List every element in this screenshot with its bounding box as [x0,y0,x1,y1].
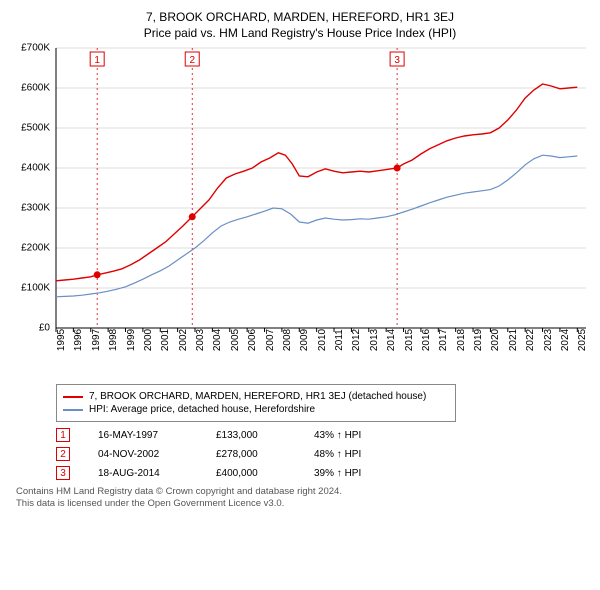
x-tick-label: 2024 [560,329,571,351]
sale-marker-icon: 1 [56,428,70,442]
footnote-line: This data is licensed under the Open Gov… [16,498,592,510]
x-tick-label: 2017 [438,329,449,351]
legend-label: HPI: Average price, detached house, Here… [89,404,315,415]
svg-text:3: 3 [394,55,400,66]
x-tick-label: 2020 [490,329,501,351]
x-tick-label: 1998 [108,329,119,351]
legend-swatch [63,396,83,398]
x-tick-label: 2014 [386,329,397,351]
y-tick-label: £200K [0,243,50,254]
y-tick-label: £300K [0,203,50,214]
x-tick-label: 2009 [299,329,310,351]
x-tick-label: 2013 [369,329,380,351]
page-title: 7, BROOK ORCHARD, MARDEN, HEREFORD, HR1 … [8,10,592,24]
svg-text:2: 2 [189,55,195,66]
sale-pct: 43% ↑ HPI [314,430,394,441]
x-tick-label: 2004 [212,329,223,351]
x-tick-label: 2008 [282,329,293,351]
x-tick-label: 2003 [195,329,206,351]
x-tick-label: 1999 [126,329,137,351]
chart-svg: 1 2 3 [56,48,586,328]
y-tick-label: £500K [0,123,50,134]
sale-date: 18-AUG-2014 [98,468,188,479]
x-tick-label: 1995 [56,329,67,351]
y-tick-label: £600K [0,83,50,94]
sale-pct: 48% ↑ HPI [314,449,394,460]
x-tick-label: 2016 [421,329,432,351]
x-tick-label: 2021 [508,329,519,351]
legend-row: 7, BROOK ORCHARD, MARDEN, HEREFORD, HR1 … [63,391,449,402]
x-tick-label: 2001 [160,329,171,351]
x-tick-label: 2010 [317,329,328,351]
x-tick-label: 2005 [230,329,241,351]
x-tick-label: 2012 [351,329,362,351]
legend-swatch [63,409,83,411]
x-tick-label: 1996 [73,329,84,351]
sale-marker-icon: 3 [56,466,70,480]
table-row: 3 18-AUG-2014 £400,000 39% ↑ HPI [56,466,592,480]
x-tick-label: 2019 [473,329,484,351]
x-tick-label: 2025 [577,329,588,351]
sales-table: 1 16-MAY-1997 £133,000 43% ↑ HPI 2 04-NO… [56,428,592,480]
page-subtitle: Price paid vs. HM Land Registry's House … [8,26,592,40]
y-tick-label: £400K [0,163,50,174]
legend-label: 7, BROOK ORCHARD, MARDEN, HEREFORD, HR1 … [89,391,426,402]
x-tick-label: 2015 [404,329,415,351]
y-tick-label: £700K [0,43,50,54]
sale-marker-icon: 2 [56,447,70,461]
sale-date: 16-MAY-1997 [98,430,188,441]
sale-price: £278,000 [216,449,286,460]
footnote-line: Contains HM Land Registry data © Crown c… [16,486,592,498]
y-tick-label: £0 [0,323,50,334]
x-tick-label: 2002 [178,329,189,351]
x-tick-label: 2023 [543,329,554,351]
sale-pct: 39% ↑ HPI [314,468,394,479]
x-tick-label: 2011 [334,329,345,351]
legend-row: HPI: Average price, detached house, Here… [63,404,449,415]
x-tick-label: 2022 [525,329,536,351]
sale-date: 04-NOV-2002 [98,449,188,460]
price-chart: 123 £0£100K£200K£300K£400K£500K£600K£700… [8,48,592,378]
chart-legend: 7, BROOK ORCHARD, MARDEN, HEREFORD, HR1 … [56,384,456,422]
svg-text:1: 1 [94,55,100,66]
sale-price: £400,000 [216,468,286,479]
x-tick-label: 2007 [265,329,276,351]
table-row: 2 04-NOV-2002 £278,000 48% ↑ HPI [56,447,592,461]
x-tick-label: 2000 [143,329,154,351]
footnote: Contains HM Land Registry data © Crown c… [16,486,592,511]
x-tick-label: 1997 [91,329,102,351]
x-tick-label: 2018 [456,329,467,351]
table-row: 1 16-MAY-1997 £133,000 43% ↑ HPI [56,428,592,442]
y-tick-label: £100K [0,283,50,294]
x-tick-label: 2006 [247,329,258,351]
sale-price: £133,000 [216,430,286,441]
